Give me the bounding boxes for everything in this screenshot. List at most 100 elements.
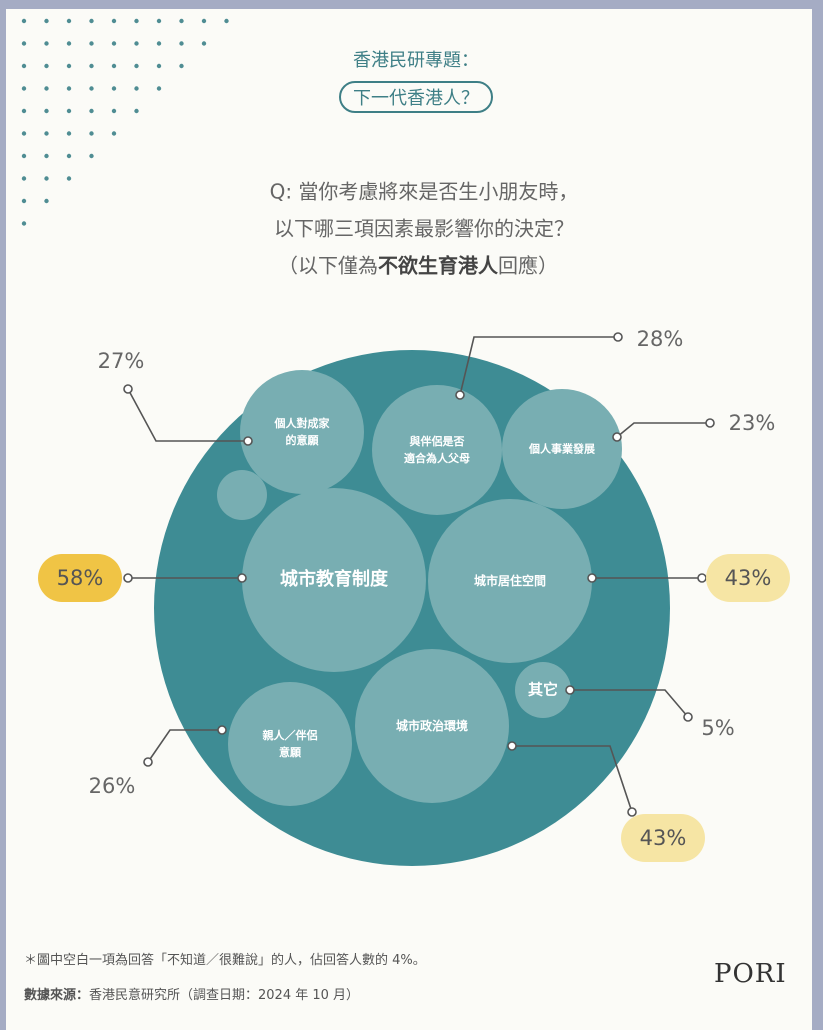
decor-dot xyxy=(44,63,49,69)
decor-dot xyxy=(21,153,27,159)
decor-dot xyxy=(179,63,184,69)
decor-dot xyxy=(89,41,94,46)
leader-dot xyxy=(507,741,517,751)
leader-dot xyxy=(613,332,623,342)
leader-line xyxy=(127,388,248,442)
leader-line xyxy=(147,729,222,763)
value-label: 43% xyxy=(706,554,790,602)
leader-dot xyxy=(683,712,693,722)
decor-dot xyxy=(21,63,27,69)
infographic: 香港民研專題： 下一代香港人？ Q: 當你考慮將來是否生小朋友時， 以下哪三項因… xyxy=(6,9,812,1030)
decor-dot xyxy=(179,41,184,46)
leader-line xyxy=(512,745,633,813)
decor-dot xyxy=(111,41,117,46)
decor-dot xyxy=(66,41,72,46)
bubble-label: 城市政治環境 xyxy=(395,719,469,733)
decor-dot xyxy=(89,153,94,159)
value-label: 27% xyxy=(97,349,145,373)
leader-dot xyxy=(705,418,715,428)
decor-dot xyxy=(179,18,184,24)
kicker: 香港民研專題： xyxy=(353,50,479,71)
decor-dot xyxy=(21,18,27,24)
decor-dot xyxy=(111,108,117,114)
decor-dot xyxy=(66,86,72,91)
decor-dot xyxy=(66,63,72,69)
question-line: Q: 當你考慮將來是否生小朋友時， xyxy=(269,179,579,204)
leader-line xyxy=(570,689,689,718)
leader-dot xyxy=(565,685,575,695)
bubble xyxy=(372,385,502,515)
decor-dot xyxy=(21,198,27,204)
leader-dot xyxy=(587,573,597,583)
leader-line xyxy=(616,422,710,438)
leader-dot xyxy=(123,573,133,583)
decor-dot xyxy=(89,18,94,24)
decor-dot xyxy=(156,18,162,24)
scope-text: （以下僅為 xyxy=(278,253,378,278)
decor-dot xyxy=(21,221,27,226)
decor-dot xyxy=(111,86,117,91)
leader-dot xyxy=(243,436,253,446)
decor-dot xyxy=(66,18,72,24)
value-label: 23% xyxy=(728,411,776,435)
decor-dot xyxy=(156,63,162,69)
bubble-label: 其它 xyxy=(527,680,559,699)
source-text: 香港民意研究所（調查日期：2024 年 10 月） xyxy=(89,988,360,1003)
decor-dot xyxy=(89,108,94,114)
bubble xyxy=(355,649,509,803)
decor-dot xyxy=(44,18,49,24)
decor-dot xyxy=(111,18,117,24)
bubble-label: 親人／伴侶 意願 xyxy=(262,729,318,759)
leader-dot xyxy=(697,573,707,583)
bubble-label: 城市教育制度 xyxy=(280,569,388,590)
value-label: 58% xyxy=(38,554,122,602)
scope-text: 回應） xyxy=(498,253,558,278)
decor-dot xyxy=(134,18,139,24)
decor-dot xyxy=(156,86,162,91)
bubble xyxy=(242,488,426,672)
decor-dot xyxy=(21,86,27,91)
decor-dot xyxy=(44,198,49,204)
decor-dot xyxy=(44,108,49,114)
bubble-label: 與伴侶是否 適合為人父母 xyxy=(404,435,470,465)
decor-dot xyxy=(89,63,94,69)
footnote: ＊圖中空白一項為回答「不知道／很難說」的人，佔回答人數的 4%。 xyxy=(24,953,426,968)
chart xyxy=(21,18,715,866)
decor-dot xyxy=(111,63,117,69)
source-label: 數據來源： xyxy=(24,988,90,1003)
bubble xyxy=(217,470,267,520)
decor-dot xyxy=(21,131,27,136)
decor-dot xyxy=(21,176,27,181)
decor-dot xyxy=(89,131,94,136)
value-label: 5% xyxy=(701,716,735,740)
decor-dot xyxy=(224,18,229,24)
decor-dot xyxy=(201,18,207,24)
decor-dot xyxy=(44,176,49,181)
decor-dot xyxy=(44,153,49,159)
leader-line xyxy=(459,336,618,396)
leader-dot xyxy=(123,384,133,394)
leader-dot xyxy=(217,725,227,735)
bubble xyxy=(240,370,364,494)
scope-bold: 不欲生育港人 xyxy=(378,253,498,278)
decor-dot xyxy=(44,41,49,46)
decor-dot xyxy=(201,41,207,46)
decor-dot xyxy=(134,63,139,69)
leader-dot xyxy=(455,390,465,400)
decor-dot xyxy=(66,131,72,136)
bubble xyxy=(428,499,592,663)
decor-dot xyxy=(66,153,72,159)
decor-dot xyxy=(44,131,49,136)
decor-dot xyxy=(21,41,27,46)
decor-dot xyxy=(21,108,27,114)
decor-dot xyxy=(44,86,49,91)
decor-dot xyxy=(134,41,139,46)
bubble xyxy=(228,682,352,806)
bubble xyxy=(515,662,571,718)
question-scope: （以下僅為不欲生育港人回應） xyxy=(278,250,558,279)
title: 下一代香港人？ xyxy=(339,81,493,113)
leader-dot xyxy=(627,807,637,817)
decor-dot xyxy=(66,108,72,114)
question-line: 以下哪三項因素最影響你的決定？ xyxy=(274,216,574,241)
value-label: 26% xyxy=(88,774,136,798)
